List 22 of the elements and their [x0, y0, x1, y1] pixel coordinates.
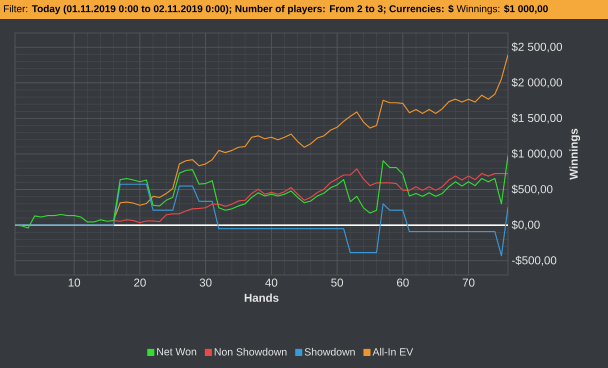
- y-axis-title: Winnings: [569, 128, 580, 180]
- x-tick-label: 60: [397, 278, 409, 287]
- x-tick-label: 10: [68, 278, 80, 287]
- legend-label: Showdown: [304, 348, 355, 356]
- legend-label: Non Showdown: [214, 348, 286, 356]
- x-tick-label: 70: [462, 278, 474, 287]
- x-tick-label: 30: [200, 278, 212, 287]
- line-series: [15, 154, 508, 229]
- y-tick-label: $1 000,00: [512, 149, 562, 159]
- legend-label: All-In EV: [372, 348, 414, 356]
- y-tick-label: $2 000,00: [512, 78, 562, 88]
- y-tick-label: $500,00: [512, 184, 552, 195]
- x-axis-title: Hands: [244, 293, 279, 302]
- chart-title: Filter: Today (01.11.2019 0:00 to 02.11.2019 0:00); Number of players: From 2 to 3; Currencies: $ Winnings: $1 000,00: [4, 4, 548, 14]
- y-tick-label: -$500,00: [512, 256, 556, 266]
- y-tick-label: $1 500,00: [512, 113, 562, 124]
- legend-label: Net Won: [157, 348, 196, 356]
- x-tick-label: 40: [265, 278, 278, 287]
- x-tick-label: 50: [331, 278, 344, 287]
- x-tick-label: 20: [134, 278, 146, 287]
- y-tick-label: $0,00: [512, 220, 540, 230]
- y-tick-label: $2 500,00: [512, 42, 562, 52]
